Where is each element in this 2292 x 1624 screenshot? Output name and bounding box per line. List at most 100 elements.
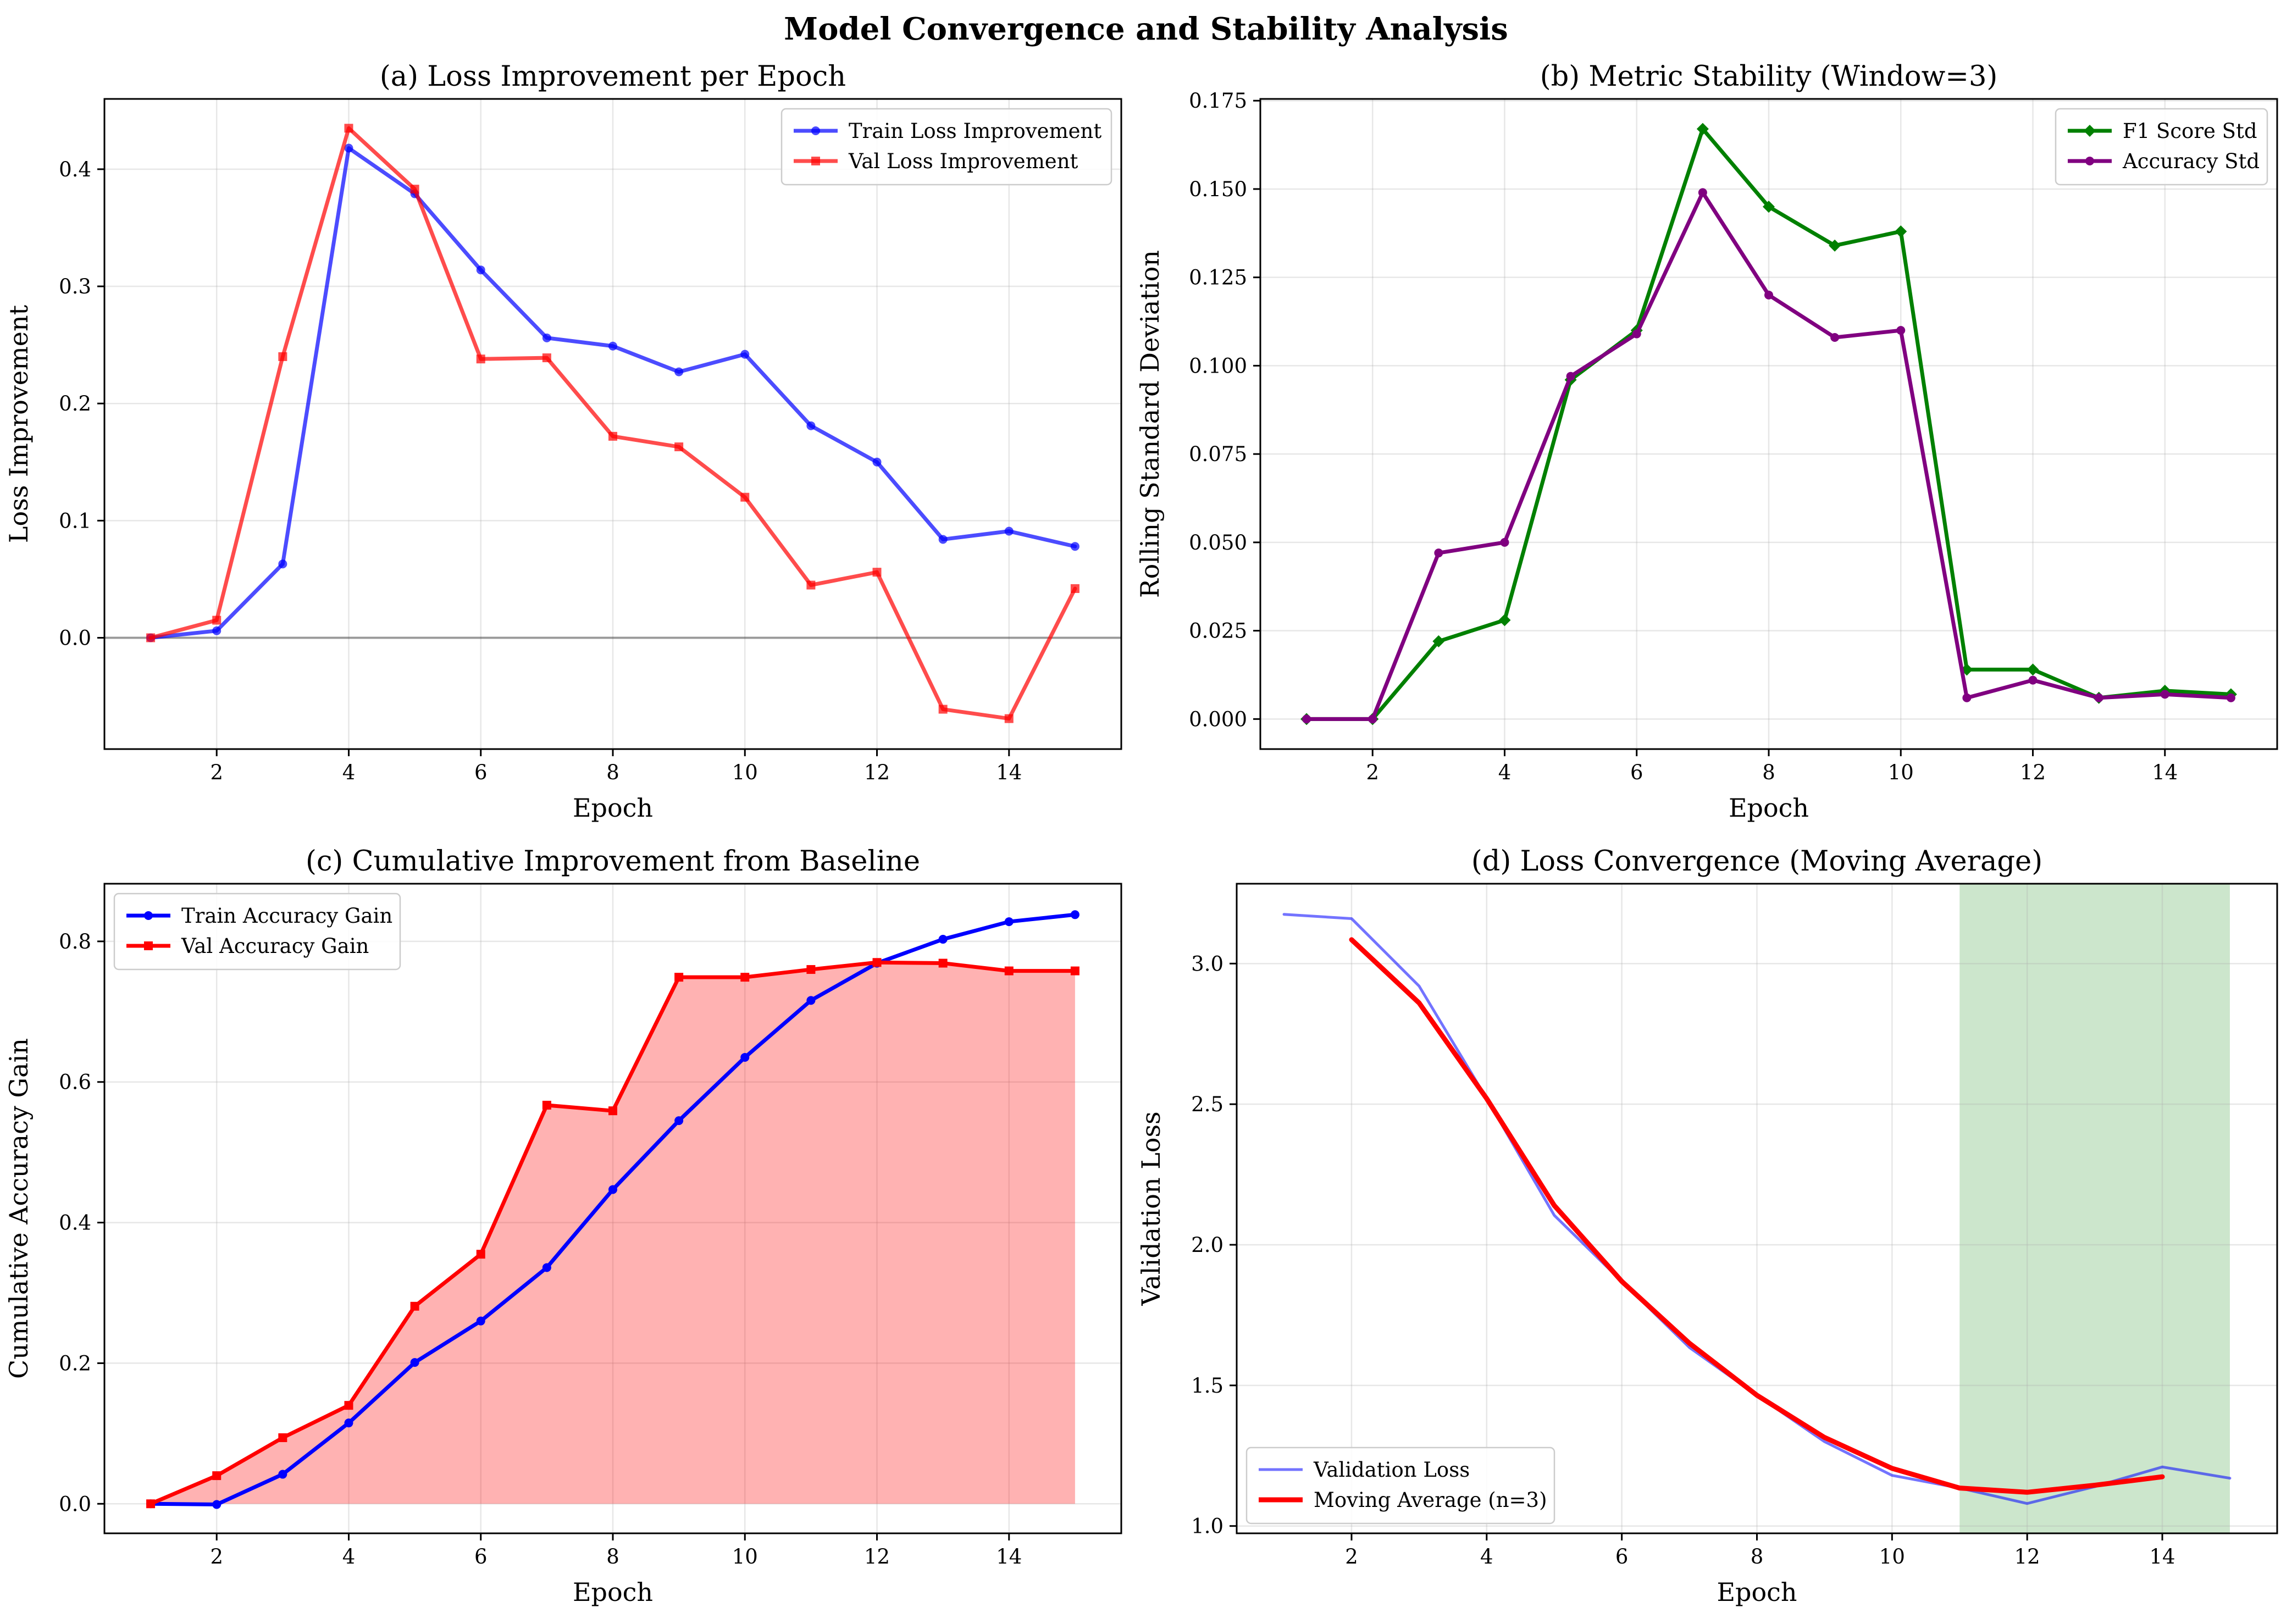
data-point-marker <box>146 633 156 642</box>
data-point-marker <box>476 1316 485 1326</box>
data-point-marker <box>1004 714 1014 723</box>
data-point-marker <box>1302 714 1311 724</box>
data-point-marker <box>938 705 948 714</box>
data-point-marker <box>1498 614 1511 627</box>
data-point-marker <box>872 457 882 467</box>
y-tick-label: 0.125 <box>1189 266 1247 290</box>
data-point <box>344 124 353 133</box>
y-tick-label: 0.4 <box>59 1211 91 1235</box>
legend-marker <box>144 911 153 920</box>
legend-label: Moving Average (n=3) <box>1314 1488 1547 1512</box>
data-point <box>344 1418 353 1428</box>
series-val-accuracy-gain <box>146 958 1079 1509</box>
x-tick-label: 12 <box>864 761 890 784</box>
data-point-marker <box>212 616 222 625</box>
y-tick-label: 0.075 <box>1189 442 1247 466</box>
y-tick-label: 0.000 <box>1189 707 1247 731</box>
legend: Train Accuracy Gain Val Accuracy Gain <box>113 893 401 971</box>
x-tick-label: 10 <box>732 1545 758 1568</box>
data-point-marker <box>1070 910 1079 919</box>
x-tick-label: 10 <box>1888 761 1914 784</box>
data-point-marker <box>542 1100 551 1110</box>
data-point <box>212 1500 222 1509</box>
data-point-marker <box>146 1499 156 1509</box>
data-point <box>476 354 485 364</box>
figure-title: Model Convergence and Stability Analysis <box>784 11 1508 47</box>
data-point-marker <box>1434 548 1443 558</box>
data-point <box>674 1116 684 1126</box>
data-point-marker <box>344 1401 353 1410</box>
x-tick-label: 2 <box>1345 1545 1358 1568</box>
data-point-marker <box>1004 966 1014 975</box>
data-point-marker <box>1696 123 1709 135</box>
data-point-marker <box>542 1263 551 1272</box>
data-point <box>674 367 684 376</box>
data-point-marker <box>740 492 750 502</box>
data-point <box>1696 123 1709 135</box>
data-point <box>344 143 353 153</box>
x-tick-label: 2 <box>1366 761 1379 784</box>
x-tick-label: 14 <box>2149 1545 2175 1568</box>
data-point <box>278 559 287 569</box>
y-tick-label: 0.6 <box>59 1071 91 1094</box>
x-tick-label: 14 <box>996 761 1022 784</box>
data-point <box>278 1470 287 1479</box>
converged-region-span <box>1959 884 2230 1533</box>
data-point <box>1895 225 1907 238</box>
data-point <box>1070 584 1079 593</box>
x-tick-label: 2 <box>210 761 223 784</box>
legend-label: Val Accuracy Gain <box>181 934 369 958</box>
x-tick-label: 4 <box>342 761 356 784</box>
legend-marker <box>2084 125 2096 137</box>
panel-title: (d) Loss Convergence (Moving Average) <box>1471 845 2042 878</box>
y-tick-label: 0.8 <box>59 930 91 954</box>
data-point <box>476 1316 485 1326</box>
data-point <box>1896 326 1906 335</box>
data-point <box>608 341 617 351</box>
legend-marker <box>144 941 153 950</box>
data-point <box>410 1301 419 1311</box>
data-point <box>608 1106 617 1116</box>
y-tick-label: 0.2 <box>59 1351 91 1375</box>
legend-label: F1 Score Std <box>2123 119 2257 143</box>
y-axis-label: Cumulative Accuracy Gain <box>4 1038 34 1379</box>
data-point-marker <box>1500 537 1509 547</box>
data-point-marker <box>1566 372 1575 381</box>
x-axis-label: Epoch <box>573 793 653 823</box>
data-point-marker <box>2160 690 2169 699</box>
data-point <box>938 705 948 714</box>
y-tick-label: 0.2 <box>59 392 91 415</box>
x-tick-label: 12 <box>864 1545 890 1568</box>
y-tick-label: 3.0 <box>1191 952 1223 975</box>
data-point <box>1764 290 1773 300</box>
data-point-marker <box>1829 239 1841 252</box>
data-point-marker <box>1632 329 1641 339</box>
data-point-marker <box>1764 290 1773 300</box>
series-accuracy-std <box>1302 188 2235 724</box>
y-tick-label: 1.5 <box>1191 1374 1223 1398</box>
x-tick-label: 2 <box>210 1545 223 1568</box>
data-point <box>608 1185 617 1194</box>
data-point <box>1829 239 1841 252</box>
x-tick-label: 8 <box>1762 761 1775 784</box>
data-point <box>1070 966 1079 975</box>
data-point-marker <box>1763 201 1775 213</box>
data-point-marker <box>278 352 287 361</box>
data-point <box>1302 714 1311 724</box>
legend-label: Train Loss Improvement <box>849 119 1101 143</box>
x-tick-label: 6 <box>1630 761 1643 784</box>
data-point <box>872 958 882 967</box>
y-tick-label: 2.0 <box>1191 1233 1223 1257</box>
data-point-marker <box>1004 526 1014 536</box>
data-point <box>674 442 684 452</box>
data-point <box>344 1401 353 1410</box>
legend-label: Accuracy Std <box>2122 149 2260 173</box>
data-point-marker <box>674 367 684 376</box>
data-point-marker <box>1895 225 1907 238</box>
data-point-marker <box>1070 584 1079 593</box>
x-tick-label: 8 <box>1751 1545 1764 1568</box>
legend: Validation Loss Moving Average (n=3) <box>1245 1446 1555 1525</box>
data-point-marker <box>1830 332 1840 342</box>
x-tick-label: 14 <box>996 1545 1022 1568</box>
data-point <box>146 633 156 642</box>
